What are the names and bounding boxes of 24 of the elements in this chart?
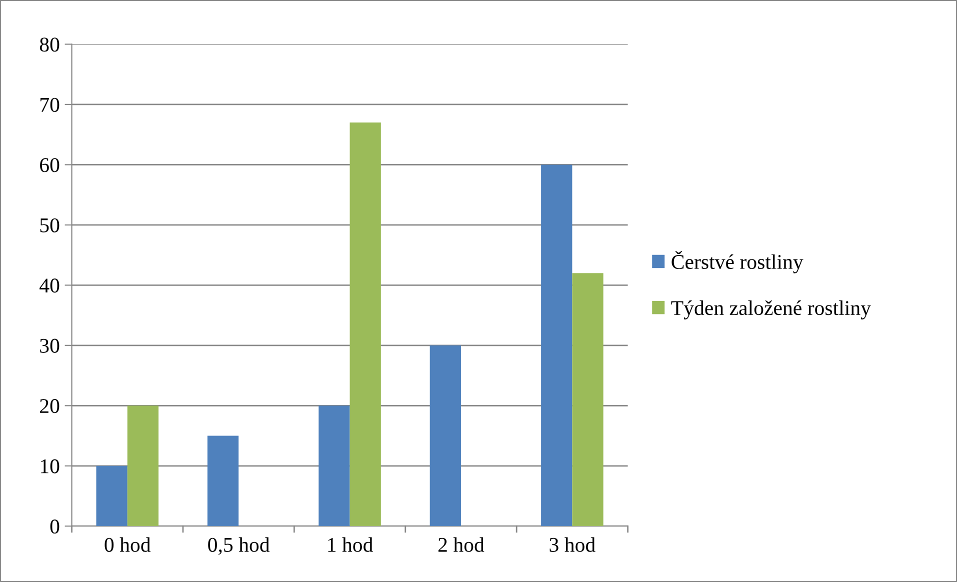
bar (430, 345, 461, 526)
bar (541, 164, 572, 526)
bar (96, 466, 128, 526)
bar (572, 273, 604, 526)
y-tick-label: 10 (40, 459, 60, 474)
y-tick-label: 60 (40, 158, 60, 172)
y-tick-label: 30 (40, 338, 60, 353)
x-tick-label: 2 hod (438, 537, 484, 552)
y-tick-label: 20 (40, 399, 60, 414)
legend-label: Týden založené rostliny (671, 300, 871, 320)
x-tick-label: 0 hod (104, 537, 151, 552)
y-tick-label: 80 (40, 38, 60, 52)
bar (318, 406, 350, 526)
y-tick-label: 40 (40, 278, 60, 293)
bar (350, 122, 381, 526)
y-tick-label: 50 (40, 218, 60, 232)
x-tick-label: 0,5 hod (208, 537, 270, 555)
bar (207, 436, 239, 526)
y-tick-label: 0 (50, 520, 60, 534)
x-tick-label: 1 hod (328, 537, 373, 552)
bar (127, 406, 159, 526)
legend-label: Čerstvé rostliny (672, 250, 804, 274)
x-tick-label: 3 hod (550, 537, 596, 552)
y-tick-label: 70 (40, 98, 60, 112)
